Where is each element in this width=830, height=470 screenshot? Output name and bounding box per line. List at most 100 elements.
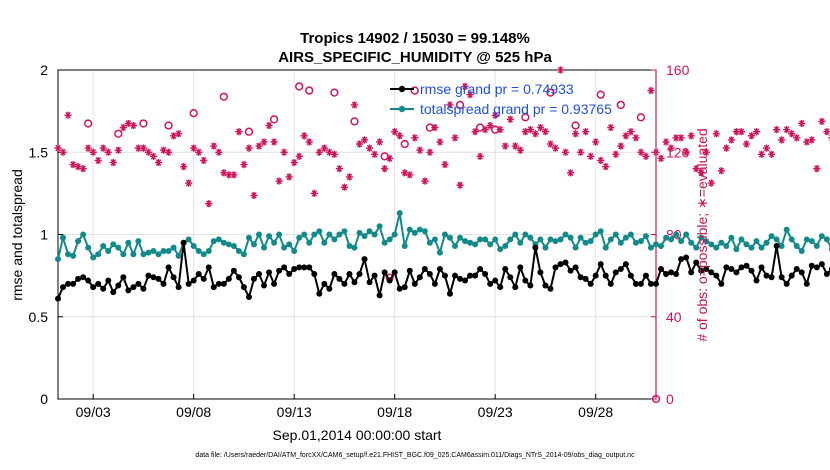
y2-tick-label: 160 [666,62,690,78]
rmse-point [477,266,484,273]
totalspread-point [527,234,534,241]
obs-evaluated-marker [722,144,730,152]
obs-evaluated-marker [370,150,379,158]
rmse-point [195,270,202,277]
obs-possible-marker [521,113,530,122]
totalspread-point [582,239,589,246]
totalspread-point [487,241,494,248]
totalspread-point [205,247,212,254]
rmse-point [436,266,443,273]
rmse-point [818,261,825,268]
y-tick-label: 1.5 [29,144,49,160]
obs-evaluated-marker [240,160,248,169]
rmse-point [728,266,735,273]
totalspread-point [597,228,604,235]
chart-title: Tropics 14902 / 15030 = 99.148% [300,30,530,47]
obs-evaluated-marker [99,144,107,152]
rmse-point [703,266,710,273]
rmse-point [85,277,92,284]
rmse-point [537,269,544,276]
rmse-point [155,275,162,282]
obs-evaluated-marker [531,130,539,138]
obs-evaluated-marker [451,134,459,142]
obs-evaluated-marker [677,134,685,142]
rmse-point [210,284,217,291]
totalspread-point [451,243,458,250]
obs-evaluated-marker [149,152,158,160]
totalspread-point [748,244,755,251]
rmse-point [632,280,639,287]
totalspread-point [225,241,232,248]
rmse-point [482,270,489,277]
rmse-point [773,243,780,250]
rmse-point [798,269,805,276]
totalspread-point [758,244,765,251]
rmse-point [758,264,765,271]
x-tick-label: 09/08 [176,404,211,420]
rmse-point [587,280,594,287]
obs-evaluated-marker [109,158,117,167]
rmse-point [341,280,348,287]
rmse-point [190,277,197,284]
totalspread-point [808,238,815,245]
obs-possible-marker [139,119,148,128]
totalspread-point [85,244,92,251]
y-tick-label: 2 [40,62,48,78]
obs-evaluated-marker [195,148,203,156]
totalspread-point [95,251,102,258]
totalspread-point [577,234,584,241]
totalspread-point [331,236,338,243]
totalspread-point [250,241,257,248]
obs-evaluated-marker [376,138,384,146]
rmse-point [80,274,87,281]
totalspread-point [311,231,318,238]
rmse-point [582,275,589,282]
rmse-point [663,270,670,277]
obs-evaluated-marker [607,123,615,132]
totalspread-point [175,252,182,259]
rmse-point [326,285,333,292]
totalspread-point [140,251,147,258]
rmse-point [205,264,212,271]
totalspread-point [547,236,554,243]
totalspread-point [391,231,398,238]
rmse-point [60,284,67,291]
rmse-point [245,294,252,301]
obs-evaluated-marker [350,101,359,109]
obs-evaluated-marker [566,169,575,177]
totalspread-point [55,256,61,263]
rmse-point [622,261,629,268]
rmse-point [517,264,524,271]
rmse-point [552,264,559,271]
obs-evaluated-marker [637,148,645,156]
rmse-point [673,270,680,277]
totalspread-point [678,238,685,245]
obs-possible-marker [651,394,661,404]
totalspread-point [371,231,378,238]
totalspread-point [823,236,830,243]
rmse-point [311,270,318,277]
rmse-point [467,272,474,279]
obs-evaluated-marker [767,150,776,158]
totalspread-point [517,239,524,246]
obs-evaluated-marker [511,142,519,150]
obs-evaluated-marker [823,128,830,136]
obs-evaluated-marker [255,142,263,150]
obs-evaluated-marker [687,132,695,140]
rmse-point [306,264,313,271]
obs-evaluated-marker [642,152,650,160]
obs-evaluated-marker [561,148,570,156]
rmse-point [718,280,725,287]
totalspread-point [552,238,559,245]
rmse-point [150,274,157,281]
legend: rmse grand pr = 0.74933 totalspread gran… [390,81,612,117]
obs-evaluated-marker [808,136,816,144]
rmse-point [753,277,760,284]
obs-evaluated-marker [692,165,700,173]
rmse-point [617,266,624,273]
rmse-point [653,280,659,287]
obs-evaluated-marker [275,177,283,185]
obs-evaluated-marker [411,134,419,142]
